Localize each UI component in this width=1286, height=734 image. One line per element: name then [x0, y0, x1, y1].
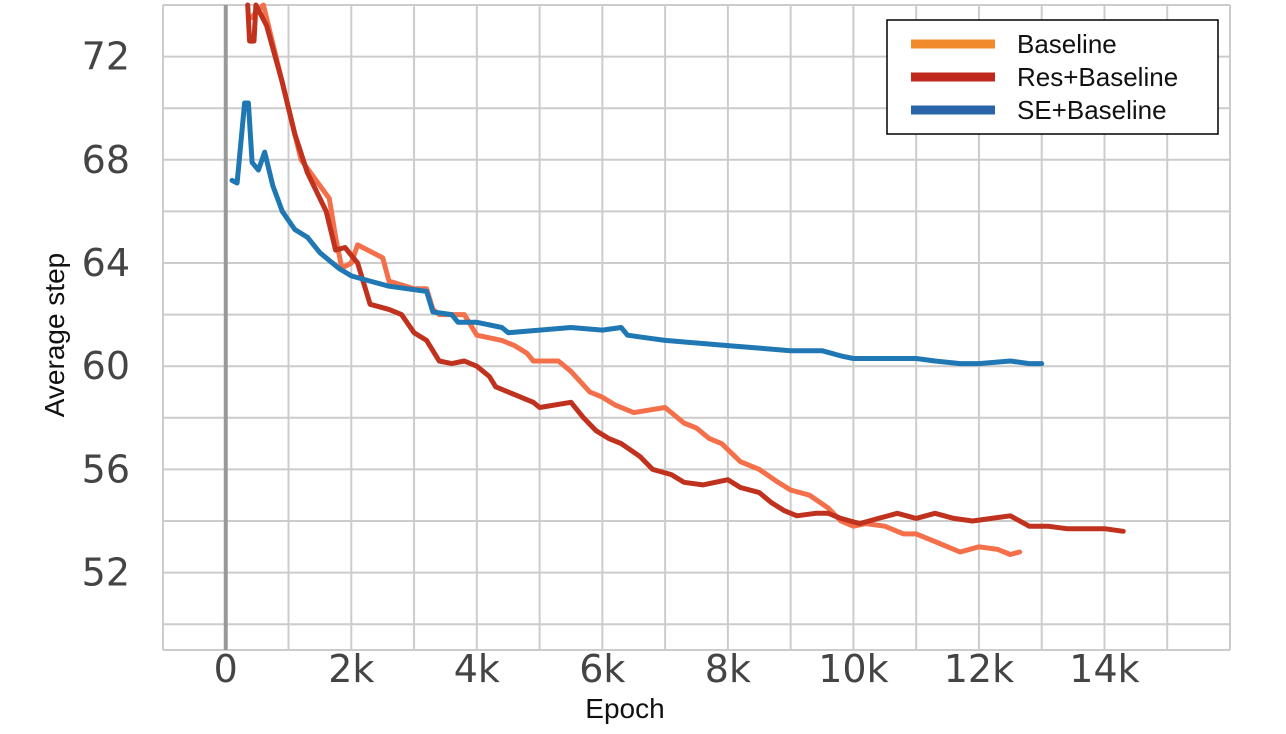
x-tick-label: 14k	[1069, 647, 1139, 691]
x-tick-label: 12k	[944, 647, 1014, 691]
y-tick-label: 60	[82, 344, 130, 388]
x-tick-label: 0	[214, 647, 238, 691]
y-tick-label: 52	[82, 551, 130, 595]
x-tick-label: 10k	[818, 647, 888, 691]
series-lines	[229, 2, 1126, 557]
x-axis-title: Epoch	[585, 693, 664, 724]
y-tick-label: 56	[82, 447, 130, 491]
x-tick-label: 2k	[328, 647, 374, 691]
y-axis-title: Average step	[39, 253, 70, 418]
y-tick-label: 68	[82, 138, 130, 182]
y-tick-label: 72	[82, 35, 130, 79]
legend-label: Res+Baseline	[1017, 62, 1178, 92]
x-tick-label: 6k	[579, 647, 625, 691]
x-tick-label: 8k	[705, 647, 751, 691]
y-tick-label: 64	[82, 241, 130, 285]
series-line-res-baseline	[245, 2, 1126, 534]
series-line-baseline	[248, 2, 1023, 557]
x-tick-label: 4k	[454, 647, 500, 691]
legend-label: Baseline	[1017, 29, 1117, 59]
legend-label: SE+Baseline	[1017, 95, 1167, 125]
series-line-se-baseline	[229, 100, 1045, 367]
tick-labels: 52 56 60 64 68 72 0 2k 4k 6k 8k 10k 12k 14k	[82, 35, 1140, 691]
